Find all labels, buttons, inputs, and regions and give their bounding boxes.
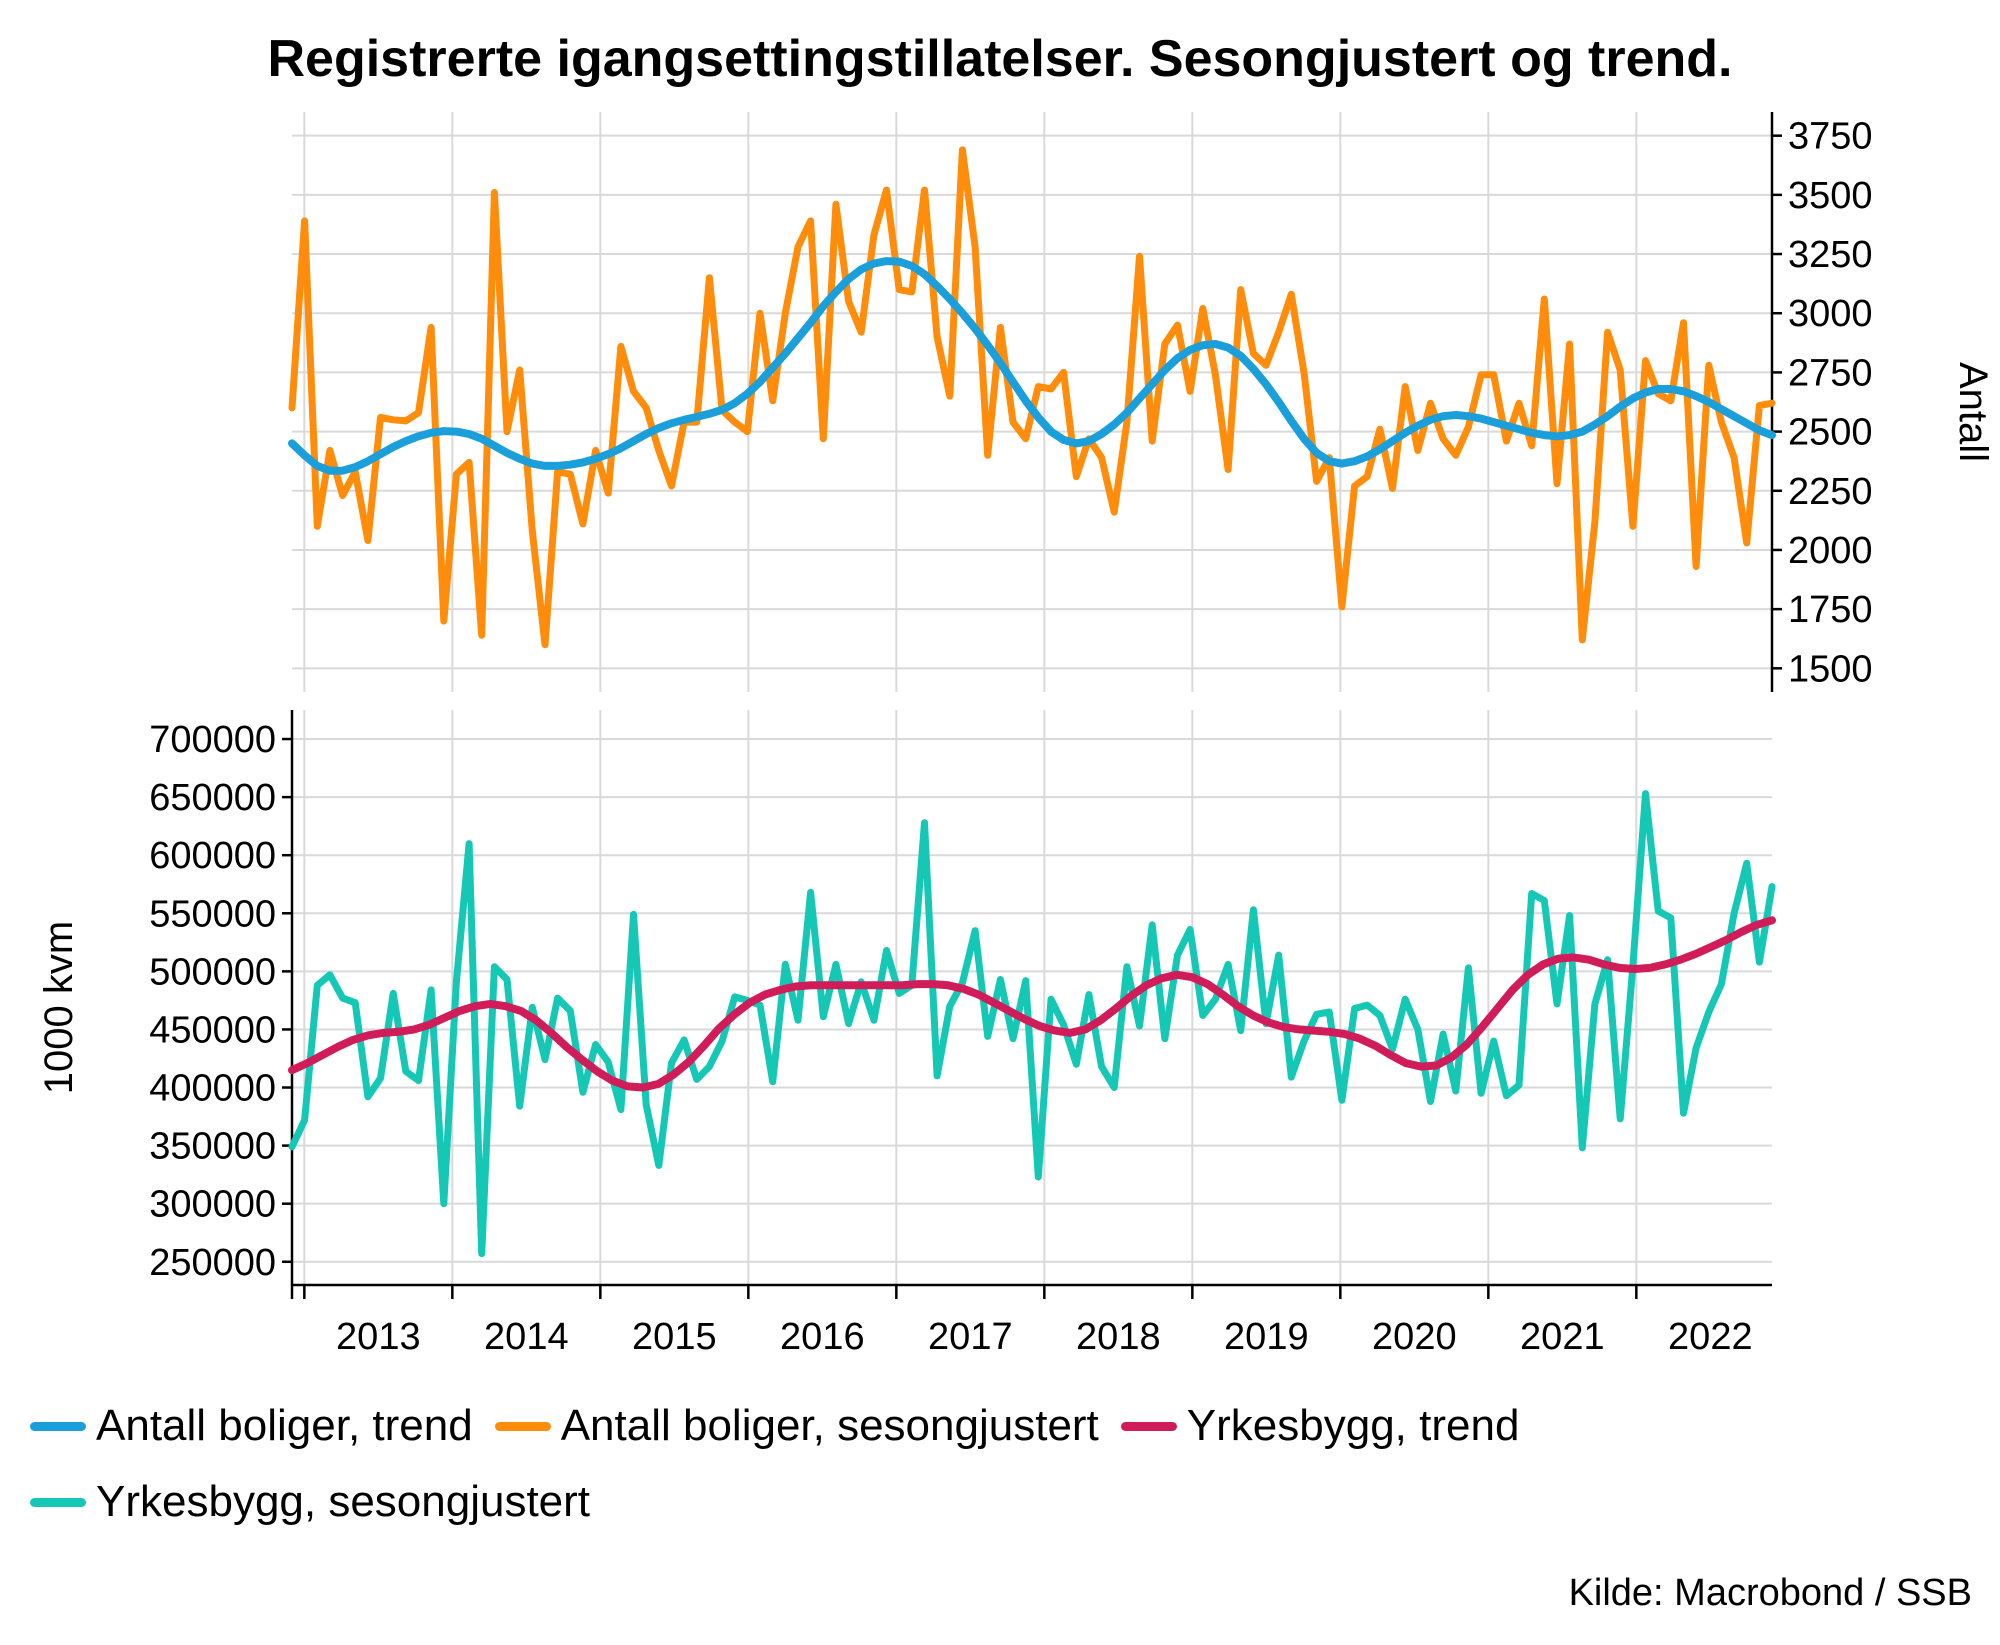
- y-tick-label: 2500: [1788, 412, 1873, 454]
- x-axis: 2013 2014 2015 2016 2017 2018 2019 2020 2021 2022: [290, 1283, 1772, 1358]
- y-tick-label: 1750: [1788, 589, 1873, 631]
- legend-item: Antall boliger, sesongjustert: [494, 1395, 1099, 1457]
- legend-label: Antall boliger, trend: [96, 1401, 473, 1450]
- y-tick-label: 450000: [149, 1009, 276, 1051]
- y-tick-label: 2250: [1788, 471, 1873, 513]
- y-tick-label: 3500: [1788, 175, 1873, 217]
- legend-item: Antall boliger, trend: [30, 1395, 473, 1457]
- source-note: Kilde: Macrobond / SSB: [1568, 1572, 1972, 1614]
- legend-label: Yrkesbygg, sesongjustert: [96, 1477, 591, 1526]
- x-tick-label: 2018: [1076, 1316, 1161, 1358]
- legend-swatch: [30, 1421, 86, 1431]
- x-tick-label: 2019: [1224, 1316, 1309, 1358]
- legend-label: Antall boliger, sesongjustert: [560, 1401, 1099, 1450]
- legend-item: Yrkesbygg, trend: [1120, 1395, 1520, 1457]
- y-tick-label: 300000: [149, 1184, 276, 1226]
- y-tick-label: 650000: [149, 777, 276, 819]
- legend-swatch: [494, 1421, 551, 1431]
- y-tick-label: 2000: [1788, 530, 1873, 572]
- y-tick-label: 2750: [1788, 352, 1873, 394]
- y-axis-label-right: Antall: [1951, 362, 1995, 462]
- series-line-boliger-trend: [288, 257, 1776, 475]
- x-tick-label: 2016: [780, 1316, 865, 1358]
- x-tick-label: 2015: [632, 1316, 717, 1358]
- y-tick-label: 3000: [1788, 293, 1873, 335]
- y-tick-label: 350000: [149, 1126, 276, 1168]
- y-tick-label: 550000: [149, 893, 276, 935]
- legend: Antall boliger, trend Antall boliger, ses…: [30, 1395, 1970, 1533]
- legend-label: Yrkesbygg, trend: [1186, 1401, 1520, 1450]
- top-panel: 1500 1750 2000 2250 2500 2750 3000 3250 3500 3750…: [288, 112, 1995, 692]
- y-tick-label: 1500: [1788, 648, 1873, 690]
- x-tick-label: 2022: [1668, 1316, 1753, 1358]
- y-tick-label: 600000: [149, 835, 276, 877]
- y-axis-label-left: 1000 kvm: [37, 921, 81, 1094]
- bottom-panel: 250000 300000 350000 400000 450000 500000 5500…: [37, 710, 1776, 1285]
- x-tick-label: 2021: [1520, 1316, 1605, 1358]
- series-line-yrkesbygg-trend: [288, 916, 1776, 1092]
- y-tick-label: 700000: [149, 719, 276, 761]
- legend-swatch: [1120, 1421, 1177, 1431]
- series-line-yrkesbygg-sa: [288, 790, 1776, 1258]
- legend-item: Yrkesbygg, sesongjustert: [30, 1471, 590, 1533]
- chart-title: Registrerte igangsettingstillatelser. Se…: [268, 30, 1733, 88]
- legend-swatch: [30, 1497, 86, 1507]
- y-tick-label: 3750: [1788, 116, 1873, 158]
- y-tick-label: 3250: [1788, 234, 1873, 276]
- x-tick-label: 2017: [928, 1316, 1013, 1358]
- y-tick-label: 400000: [149, 1068, 276, 1110]
- y-tick-label: 250000: [149, 1242, 276, 1284]
- series-line-boliger-sa: [288, 146, 1776, 649]
- x-tick-label: 2013: [336, 1316, 421, 1358]
- x-tick-label: 2014: [484, 1316, 569, 1358]
- x-tick-label: 2020: [1372, 1316, 1457, 1358]
- y-tick-label: 500000: [149, 951, 276, 993]
